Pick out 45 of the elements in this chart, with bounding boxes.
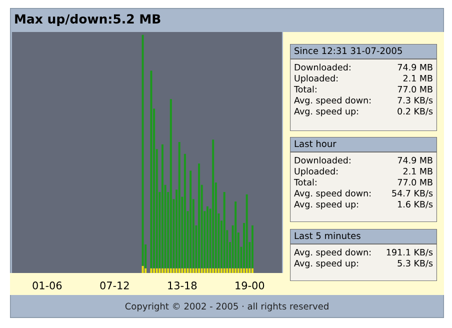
x-tick-label: 19-00 [236,282,264,290]
text: 5.3 KB/s [398,260,433,268]
text: 77.0 MB [398,178,432,186]
text: : [357,262,358,266]
text: : [357,202,358,208]
category-label: Avg. speed down [294,190,368,198]
category-label: Downloaded [294,64,348,71]
text: : [357,110,358,114]
text: : [315,88,316,92]
category-label: Avg. speed up [294,260,356,268]
text: 74.9 MB [398,156,432,164]
category-label: Avg. speed up [294,200,356,210]
chart-title: Max up/down:5.2 MB [15,14,160,26]
text: : [315,180,316,186]
x-tick-label: 07-12 [100,282,129,290]
category-label: Avg. speed up [294,108,356,116]
category-label: Uploaded [294,74,335,84]
text: 2.1 MB [403,74,432,82]
x-tick-label: 01-06 [32,282,62,290]
text: 0.2 KB/s [398,108,433,116]
text: 191.1 KB/s [386,248,433,256]
text: : [370,98,371,104]
text: : [349,66,350,70]
category-label: Downloaded [294,156,348,164]
x-tick-label: 13-18 [168,282,197,290]
text: : [349,158,350,164]
text: 74.9 MB [398,64,432,71]
text: : [336,170,338,174]
text: Last hour [294,140,336,148]
text: Since 12:31 31-07-2005 [294,47,402,54]
text: 1.6 KB/s [398,200,433,208]
text: : [370,192,371,196]
category-label: Total [294,178,314,186]
text: : [370,250,371,256]
text: Last 5 minutes [294,232,360,240]
text: 7.3 KB/s [398,96,433,104]
text: 54.7 KB/s [392,190,433,198]
text: : [336,76,338,82]
category-label: Uploaded [294,168,335,176]
text: 2.1 MB [403,168,432,174]
category-label: Avg. speed down [294,96,368,106]
category-label: Total [294,86,314,93]
text: Copyright © 2002 - 2005 · all rights reserved [125,302,328,312]
category-label: Avg. speed down [294,248,368,258]
text: 77.0 MB [398,86,432,93]
